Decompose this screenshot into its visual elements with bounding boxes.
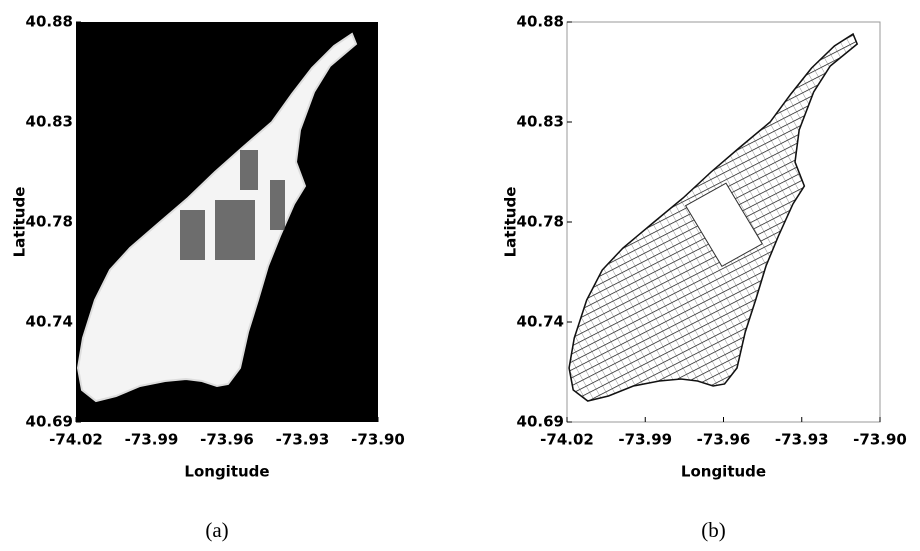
x-tick-label: -73.99 [125,431,179,449]
y-axis-label: Latitude [502,187,520,258]
x-tick-label: -74.02 [540,431,594,449]
y-tick-label: 40.74 [517,313,564,331]
y-tick-label: 40.74 [26,313,73,331]
y-axis-label: Latitude [11,187,29,258]
y-tick-label: 40.88 [26,13,73,31]
y-tick-label: 40.88 [517,13,564,31]
central-park [684,182,763,267]
park-area [215,200,255,260]
y-tick-label: 40.83 [517,113,564,131]
x-axis-label: Longitude [681,463,766,481]
x-axis-label: Longitude [184,463,269,481]
street-network [568,32,859,402]
y-tick-label: 40.78 [517,213,564,231]
panels: 40.69 40.74 40.78 40.83 40.88 -74.02 -73.99 -73… [11,13,907,542]
x-tick-label: -73.90 [351,431,405,449]
x-tick-label: -74.02 [49,431,103,449]
map-panel: 40.69 40.74 40.78 40.83 40.88 -74.02 -73.99 -73… [11,13,405,542]
x-tick-label: -73.90 [853,431,907,449]
y-tick-label: 40.78 [26,213,73,231]
park-area [240,150,258,190]
park-area [180,210,205,260]
x-tick-label: -73.96 [697,431,751,449]
y-tick-label: 40.83 [26,113,73,131]
x-tick-label: -73.93 [775,431,829,449]
y-tick-label: 40.69 [26,413,73,431]
caption: (b) [701,518,726,542]
x-tick-label: -73.93 [276,431,330,449]
x-tick-label: -73.99 [618,431,672,449]
park-area [270,180,285,230]
x-tick-label: -73.96 [200,431,254,449]
caption: (a) [205,518,228,542]
map-panel: 40.69 40.74 40.78 40.83 40.88 -74.02 -73.99 -73… [502,13,907,542]
y-tick-label: 40.69 [517,413,564,431]
